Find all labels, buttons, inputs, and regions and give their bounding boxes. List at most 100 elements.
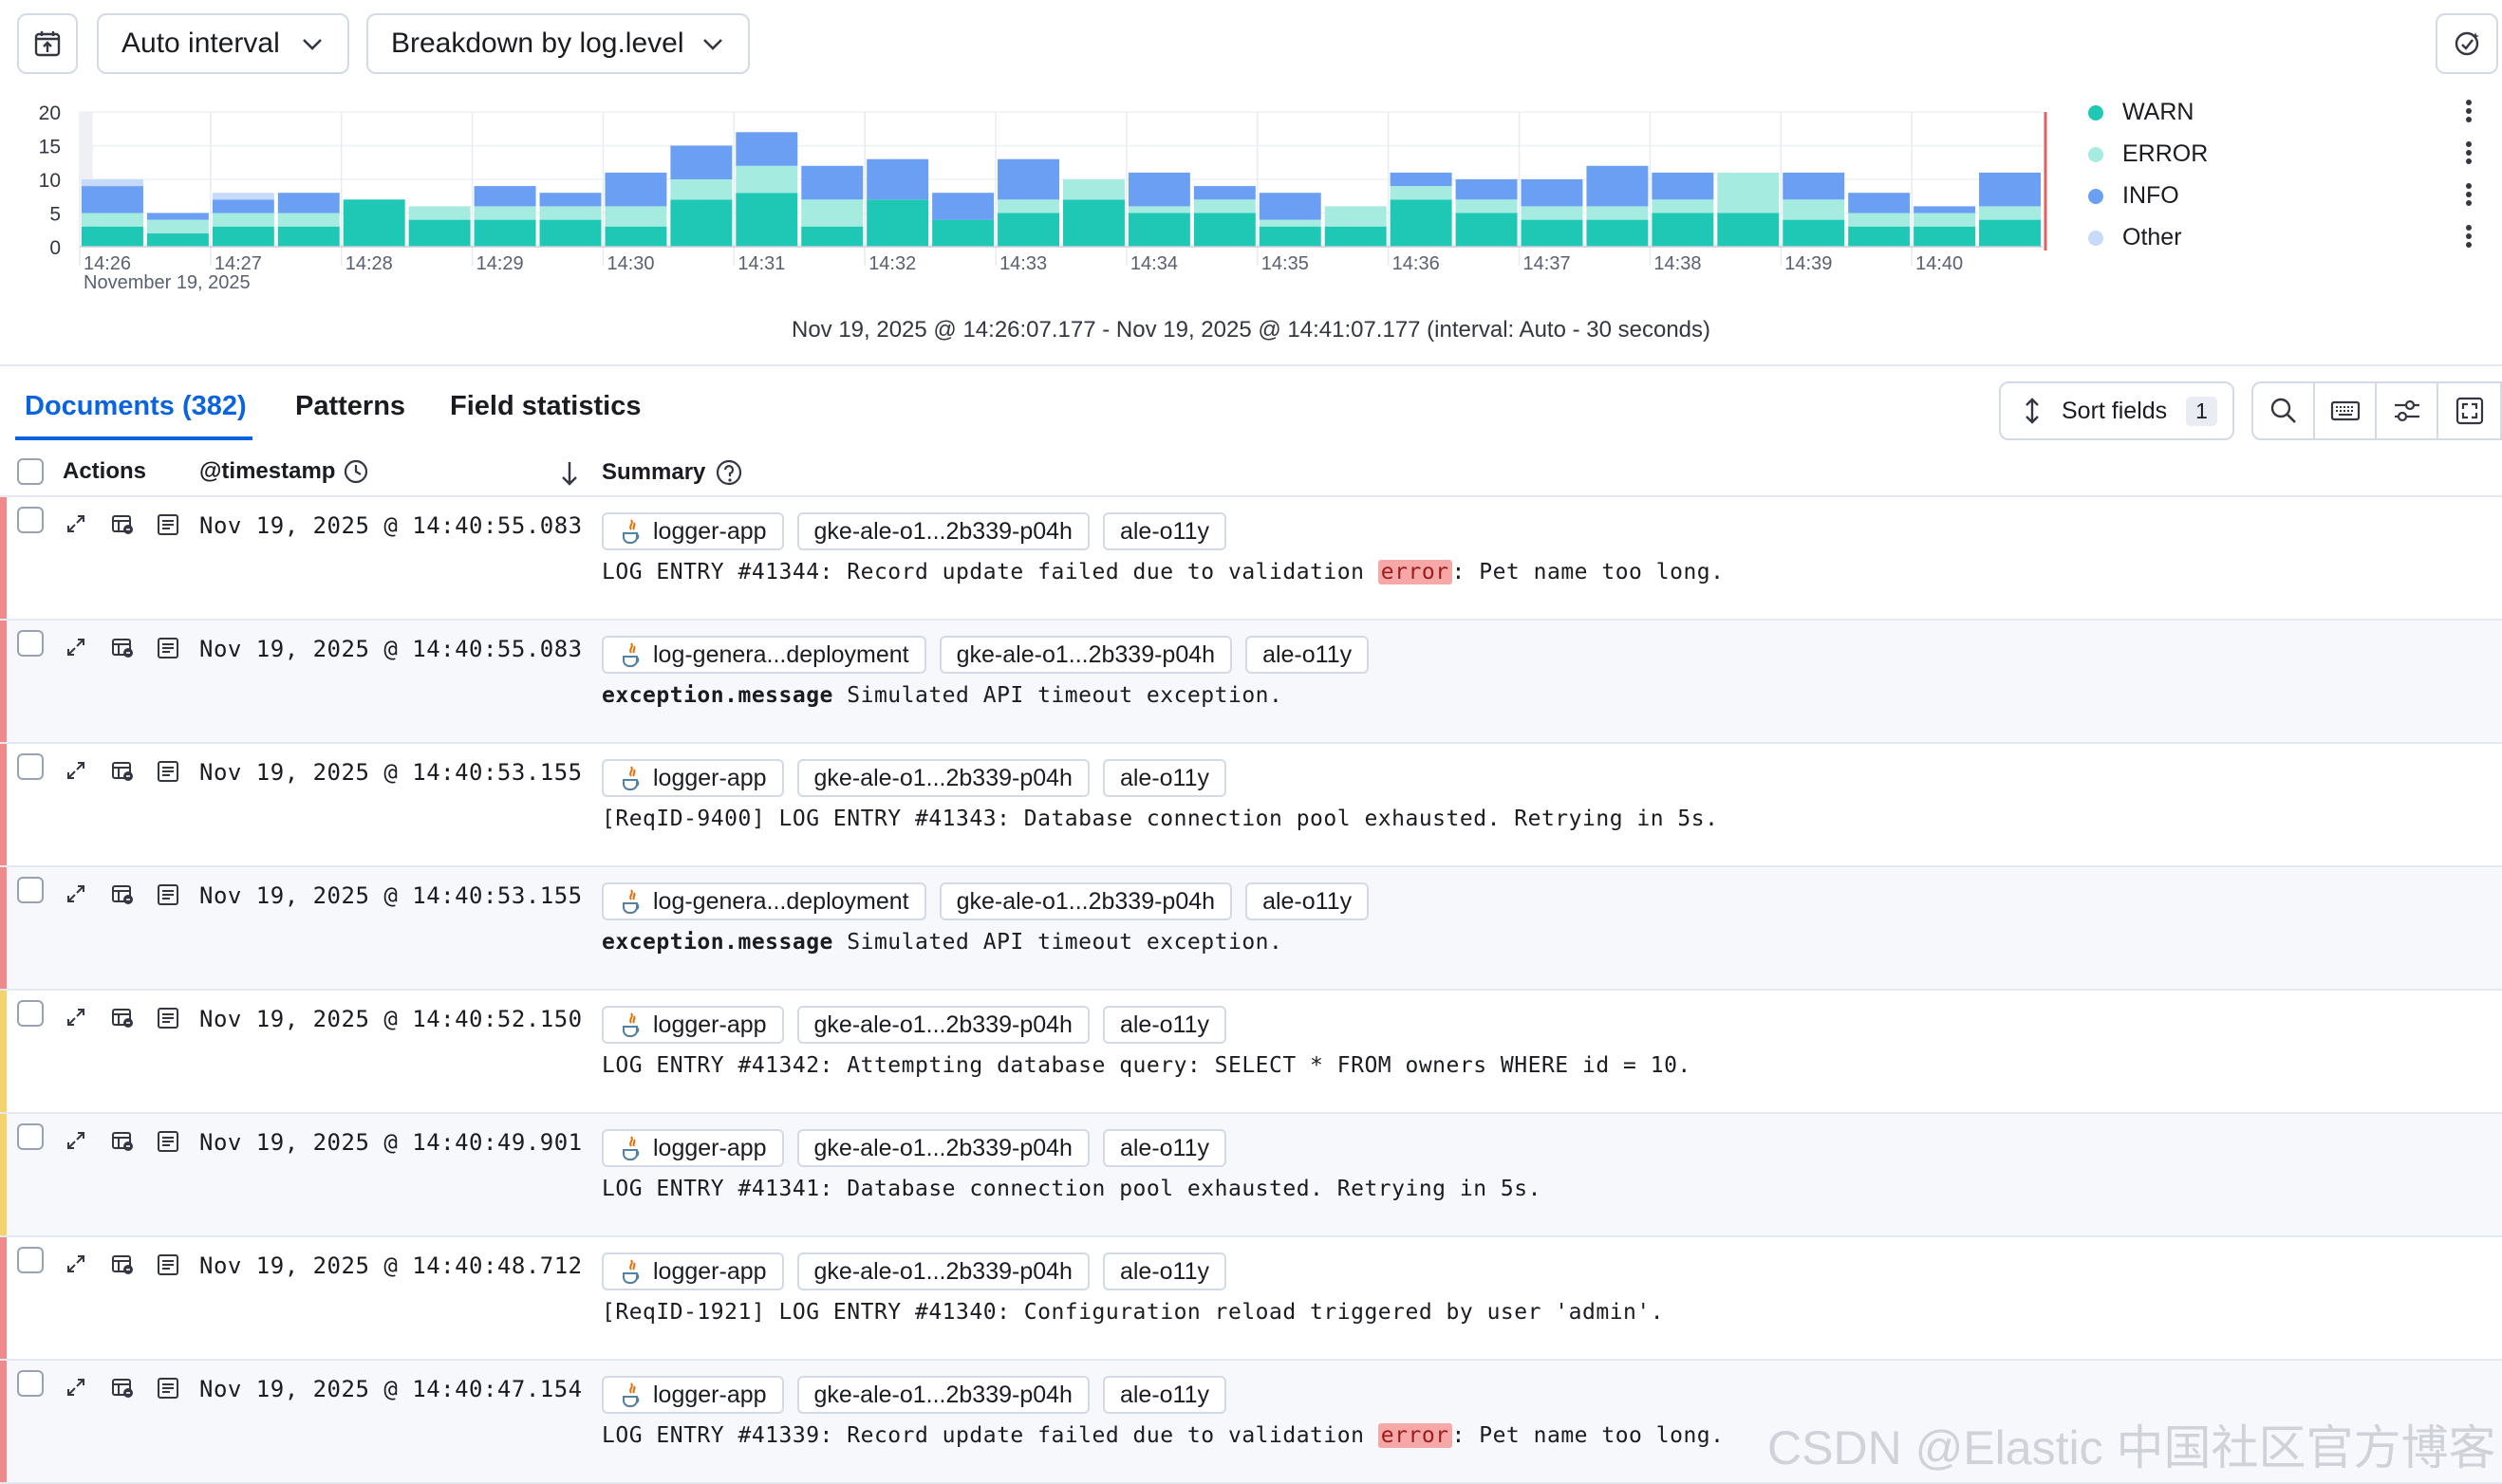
- resource-badges: logger-app gke-ale-o1...2b339-p04h ale-o11…: [602, 1006, 1227, 1044]
- breakdown-dropdown-label: Breakdown by log.level: [391, 28, 684, 59]
- resource-badge[interactable]: logger-app: [602, 1129, 784, 1167]
- expand-icon[interactable]: [65, 759, 87, 782]
- java-icon: [623, 1012, 640, 1037]
- ai-assistant-button[interactable]: [2436, 13, 2498, 74]
- resource-badge[interactable]: gke-ale-o1...2b339-p04h: [796, 1252, 1090, 1290]
- table-view-icon[interactable]: [110, 759, 135, 784]
- kebab-icon[interactable]: [2464, 180, 2474, 209]
- resource-badge[interactable]: logger-app: [602, 1006, 784, 1044]
- keyboard-shortcuts-button[interactable]: [2315, 383, 2377, 438]
- resource-badge[interactable]: gke-ale-o1...2b339-p04h: [796, 512, 1090, 550]
- resource-badge[interactable]: ale-o11y: [1102, 1252, 1227, 1290]
- legend-item-other[interactable]: Other: [2088, 224, 2182, 251]
- sort-fields-button[interactable]: Sort fields 1: [1999, 381, 2234, 440]
- resource-badges: logger-app gke-ale-o1...2b339-p04h ale-o11…: [602, 1376, 1227, 1414]
- resource-badge[interactable]: ale-o11y: [1102, 1376, 1227, 1414]
- resource-badge[interactable]: ale-o11y: [1102, 512, 1227, 550]
- resource-badge[interactable]: ale-o11y: [1245, 636, 1370, 674]
- table-row[interactable]: Nov 19, 2025 @ 14:40:49.901 logger-app gke…: [0, 1114, 2502, 1237]
- x-tick-label: 14:36: [1392, 253, 1440, 274]
- resource-badge[interactable]: log-genera...deployment: [602, 636, 926, 674]
- search-button[interactable]: [2253, 383, 2315, 438]
- table-row[interactable]: Nov 19, 2025 @ 14:40:47.154 logger-app gke…: [0, 1361, 2502, 1484]
- expand-icon[interactable]: [65, 882, 87, 905]
- java-icon: [623, 1259, 640, 1284]
- resource-badge[interactable]: gke-ale-o1...2b339-p04h: [796, 759, 1090, 797]
- row-select-checkbox[interactable]: [17, 507, 44, 533]
- document-icon[interactable]: [156, 1376, 180, 1401]
- table-view-icon[interactable]: [110, 1376, 135, 1401]
- resource-badge[interactable]: ale-o11y: [1245, 882, 1370, 920]
- expand-icon[interactable]: [65, 1006, 87, 1029]
- table-view-icon[interactable]: [110, 1129, 135, 1154]
- y-tick-label: 15: [39, 137, 61, 158]
- kebab-icon[interactable]: [2464, 139, 2474, 167]
- expand-icon[interactable]: [65, 1252, 87, 1275]
- table-view-icon[interactable]: [110, 1252, 135, 1277]
- row-select-checkbox[interactable]: [17, 753, 44, 780]
- table-view-icon[interactable]: [110, 882, 135, 907]
- row-select-checkbox[interactable]: [17, 1247, 44, 1273]
- document-icon[interactable]: [156, 1129, 180, 1154]
- resource-badge[interactable]: gke-ale-o1...2b339-p04h: [939, 636, 1233, 674]
- table-row[interactable]: Nov 19, 2025 @ 14:40:55.083 log-genera...…: [0, 621, 2502, 744]
- display-settings-button[interactable]: [2377, 383, 2438, 438]
- column-header-timestamp[interactable]: @timestamp: [199, 458, 369, 485]
- legend-item-info[interactable]: INFO: [2088, 182, 2179, 210]
- resource-badges: logger-app gke-ale-o1...2b339-p04h ale-o11…: [602, 759, 1227, 797]
- resource-badge[interactable]: gke-ale-o1...2b339-p04h: [796, 1129, 1090, 1167]
- resource-badge[interactable]: gke-ale-o1...2b339-p04h: [796, 1006, 1090, 1044]
- resource-badge[interactable]: logger-app: [602, 1252, 784, 1290]
- resource-badge[interactable]: logger-app: [602, 759, 784, 797]
- resource-badge[interactable]: ale-o11y: [1102, 1006, 1227, 1044]
- row-select-checkbox[interactable]: [17, 1000, 44, 1027]
- resource-badge[interactable]: logger-app: [602, 1376, 784, 1414]
- table-view-icon[interactable]: [110, 512, 135, 537]
- resource-badge[interactable]: ale-o11y: [1102, 759, 1227, 797]
- kebab-icon[interactable]: [2464, 97, 2474, 125]
- resource-badge[interactable]: ale-o11y: [1102, 1129, 1227, 1167]
- document-icon[interactable]: [156, 636, 180, 660]
- log-message: LOG ENTRY #41339: Record update failed d…: [602, 1423, 1725, 1448]
- table-view-icon[interactable]: [110, 1006, 135, 1030]
- expand-icon[interactable]: [65, 1129, 87, 1152]
- tab-field-statistics[interactable]: Field statistics: [450, 391, 642, 421]
- resource-badge[interactable]: gke-ale-o1...2b339-p04h: [796, 1376, 1090, 1414]
- arrow-down-icon[interactable]: [558, 459, 581, 488]
- column-header-summary[interactable]: Summary: [602, 458, 743, 487]
- document-icon[interactable]: [156, 882, 180, 907]
- tab-patterns[interactable]: Patterns: [295, 391, 406, 421]
- legend-item-error[interactable]: ERROR: [2088, 140, 2208, 168]
- table-row[interactable]: Nov 19, 2025 @ 14:40:55.083 logger-app gke…: [0, 497, 2502, 621]
- table-row[interactable]: Nov 19, 2025 @ 14:40:52.150 logger-app gke…: [0, 991, 2502, 1114]
- legend-label: Other: [2122, 224, 2182, 250]
- row-select-checkbox[interactable]: [17, 1370, 44, 1397]
- table-row[interactable]: Nov 19, 2025 @ 14:40:48.712 logger-app gke…: [0, 1237, 2502, 1361]
- row-select-checkbox[interactable]: [17, 1123, 44, 1150]
- row-select-checkbox[interactable]: [17, 877, 44, 903]
- expand-icon[interactable]: [65, 512, 87, 535]
- table-row[interactable]: Nov 19, 2025 @ 14:40:53.155 log-genera...…: [0, 867, 2502, 991]
- select-all-checkbox[interactable]: [17, 458, 44, 485]
- document-icon[interactable]: [156, 512, 180, 537]
- document-icon[interactable]: [156, 759, 180, 784]
- row-select-checkbox[interactable]: [17, 630, 44, 657]
- breakdown-dropdown[interactable]: Breakdown by log.level: [366, 13, 750, 74]
- tab-documents[interactable]: Documents (382): [25, 391, 247, 421]
- sort-fields-label: Sort fields: [2062, 397, 2168, 424]
- document-icon[interactable]: [156, 1006, 180, 1030]
- table-row[interactable]: Nov 19, 2025 @ 14:40:53.155 logger-app gke…: [0, 744, 2502, 867]
- resource-badge[interactable]: log-genera...deployment: [602, 882, 926, 920]
- toggle-chart-button[interactable]: [17, 13, 78, 74]
- legend-item-warn[interactable]: WARN: [2088, 99, 2194, 126]
- document-icon[interactable]: [156, 1252, 180, 1277]
- table-view-icon[interactable]: [110, 636, 135, 660]
- expand-icon[interactable]: [65, 1376, 87, 1399]
- resource-badge[interactable]: logger-app: [602, 512, 784, 550]
- help-icon[interactable]: [715, 458, 743, 487]
- interval-dropdown[interactable]: Auto interval: [97, 13, 349, 74]
- resource-badge[interactable]: gke-ale-o1...2b339-p04h: [939, 882, 1233, 920]
- kebab-icon[interactable]: [2464, 222, 2474, 250]
- expand-icon[interactable]: [65, 636, 87, 659]
- fullscreen-button[interactable]: [2438, 383, 2500, 438]
